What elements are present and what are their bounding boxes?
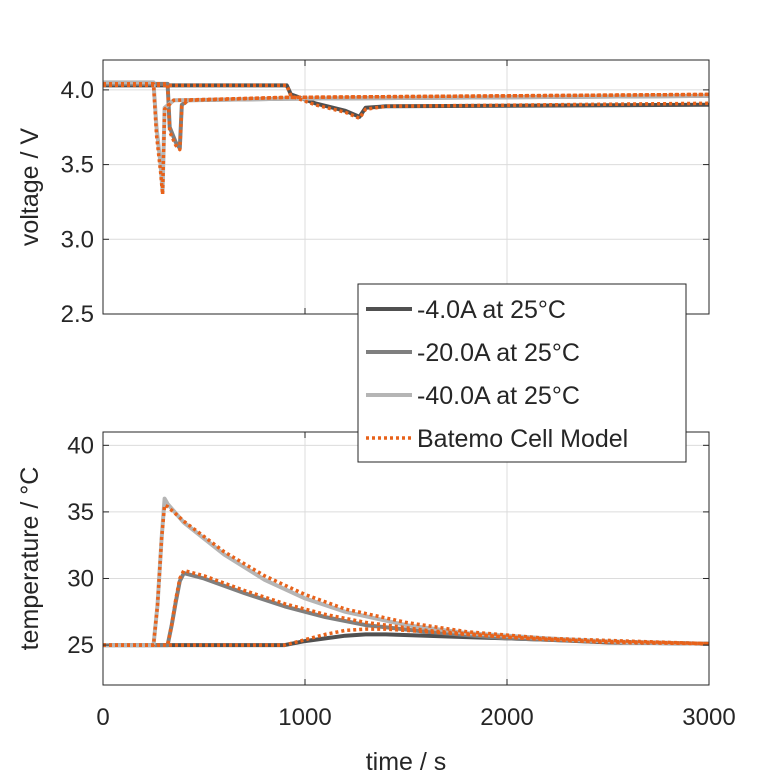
series-line [103,82,709,197]
legend-label: Batemo Cell Model [417,425,628,453]
series-line [103,83,709,121]
y-tick-label: 30 [67,565,94,592]
legend-label: -20.0A at 25°C [417,339,580,367]
y-tick-label: 35 [67,499,94,526]
y-tick-label: 2.5 [61,301,94,328]
x-tick-label: 3000 [682,704,735,731]
y-tick-label: 40 [67,432,94,459]
series-line [103,82,709,152]
legend: -4.0A at 25°C -20.0A at 25°C -40.0A at 25°… [357,283,687,463]
legend-box [357,283,687,463]
x-axis-label: time / s [366,748,447,776]
y-tick-label: 4.0 [61,77,94,104]
y-tick-label: 3.5 [61,152,94,179]
plot-temperature: 40 35 30 25 0 1000 2000 3000 temperature / °C tim… [16,431,736,776]
series-group [103,80,709,197]
legend-label: -4.0A at 25°C [417,296,566,324]
y-tick-label: 25 [67,632,94,659]
series-line [103,80,709,194]
plot-voltage: 4.0 3.5 3.0 2.5 voltage / V [16,59,710,328]
legend-label: -40.0A at 25°C [417,382,580,410]
x-tick-label: 1000 [278,704,331,731]
y-tick-label: 3.0 [61,226,94,253]
series-line [103,503,709,647]
series-line [103,627,709,647]
series-group [103,496,709,648]
x-tick-label: 2000 [480,704,533,731]
y-axis-label: voltage / V [16,128,44,246]
x-tick-label: 0 [96,704,109,731]
y-axis-label: temperature / °C [16,467,44,651]
